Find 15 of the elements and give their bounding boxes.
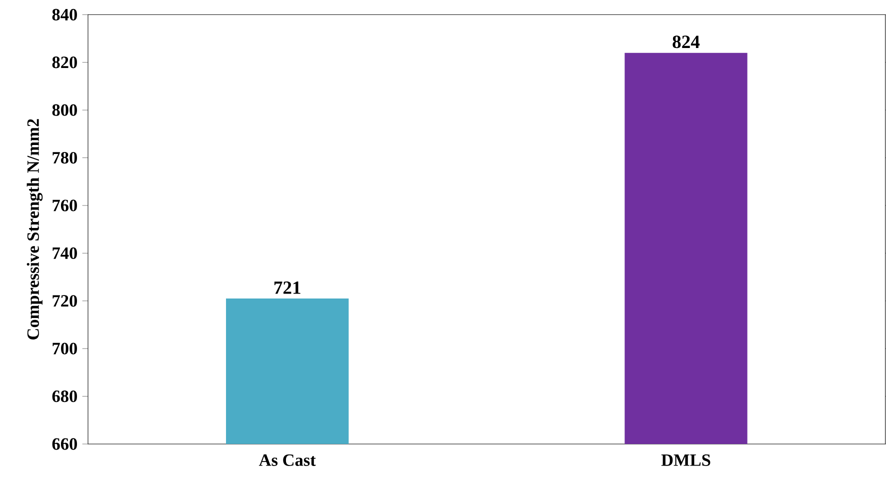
y-tick-label: 840 [52,8,77,20]
y-tick-label: 740 [52,247,77,260]
x-tick-label: As Cast [258,454,316,466]
y-tick-label: 680 [52,390,77,402]
data-label: 721 [274,281,300,294]
x-tick-label: DMLS [661,454,710,466]
y-tick-label: 820 [52,56,77,68]
y-axis-title: Compressive Strength N/mm2 [26,119,43,340]
y-tick-label: 700 [52,342,77,354]
y-tick-label: 760 [52,200,77,212]
y-tick-label: 800 [52,104,77,116]
y-tick-label: 720 [52,295,77,307]
data-label: 824 [672,36,700,48]
y-tick-label: 780 [52,152,77,164]
y-tick-label: 660 [52,438,77,450]
